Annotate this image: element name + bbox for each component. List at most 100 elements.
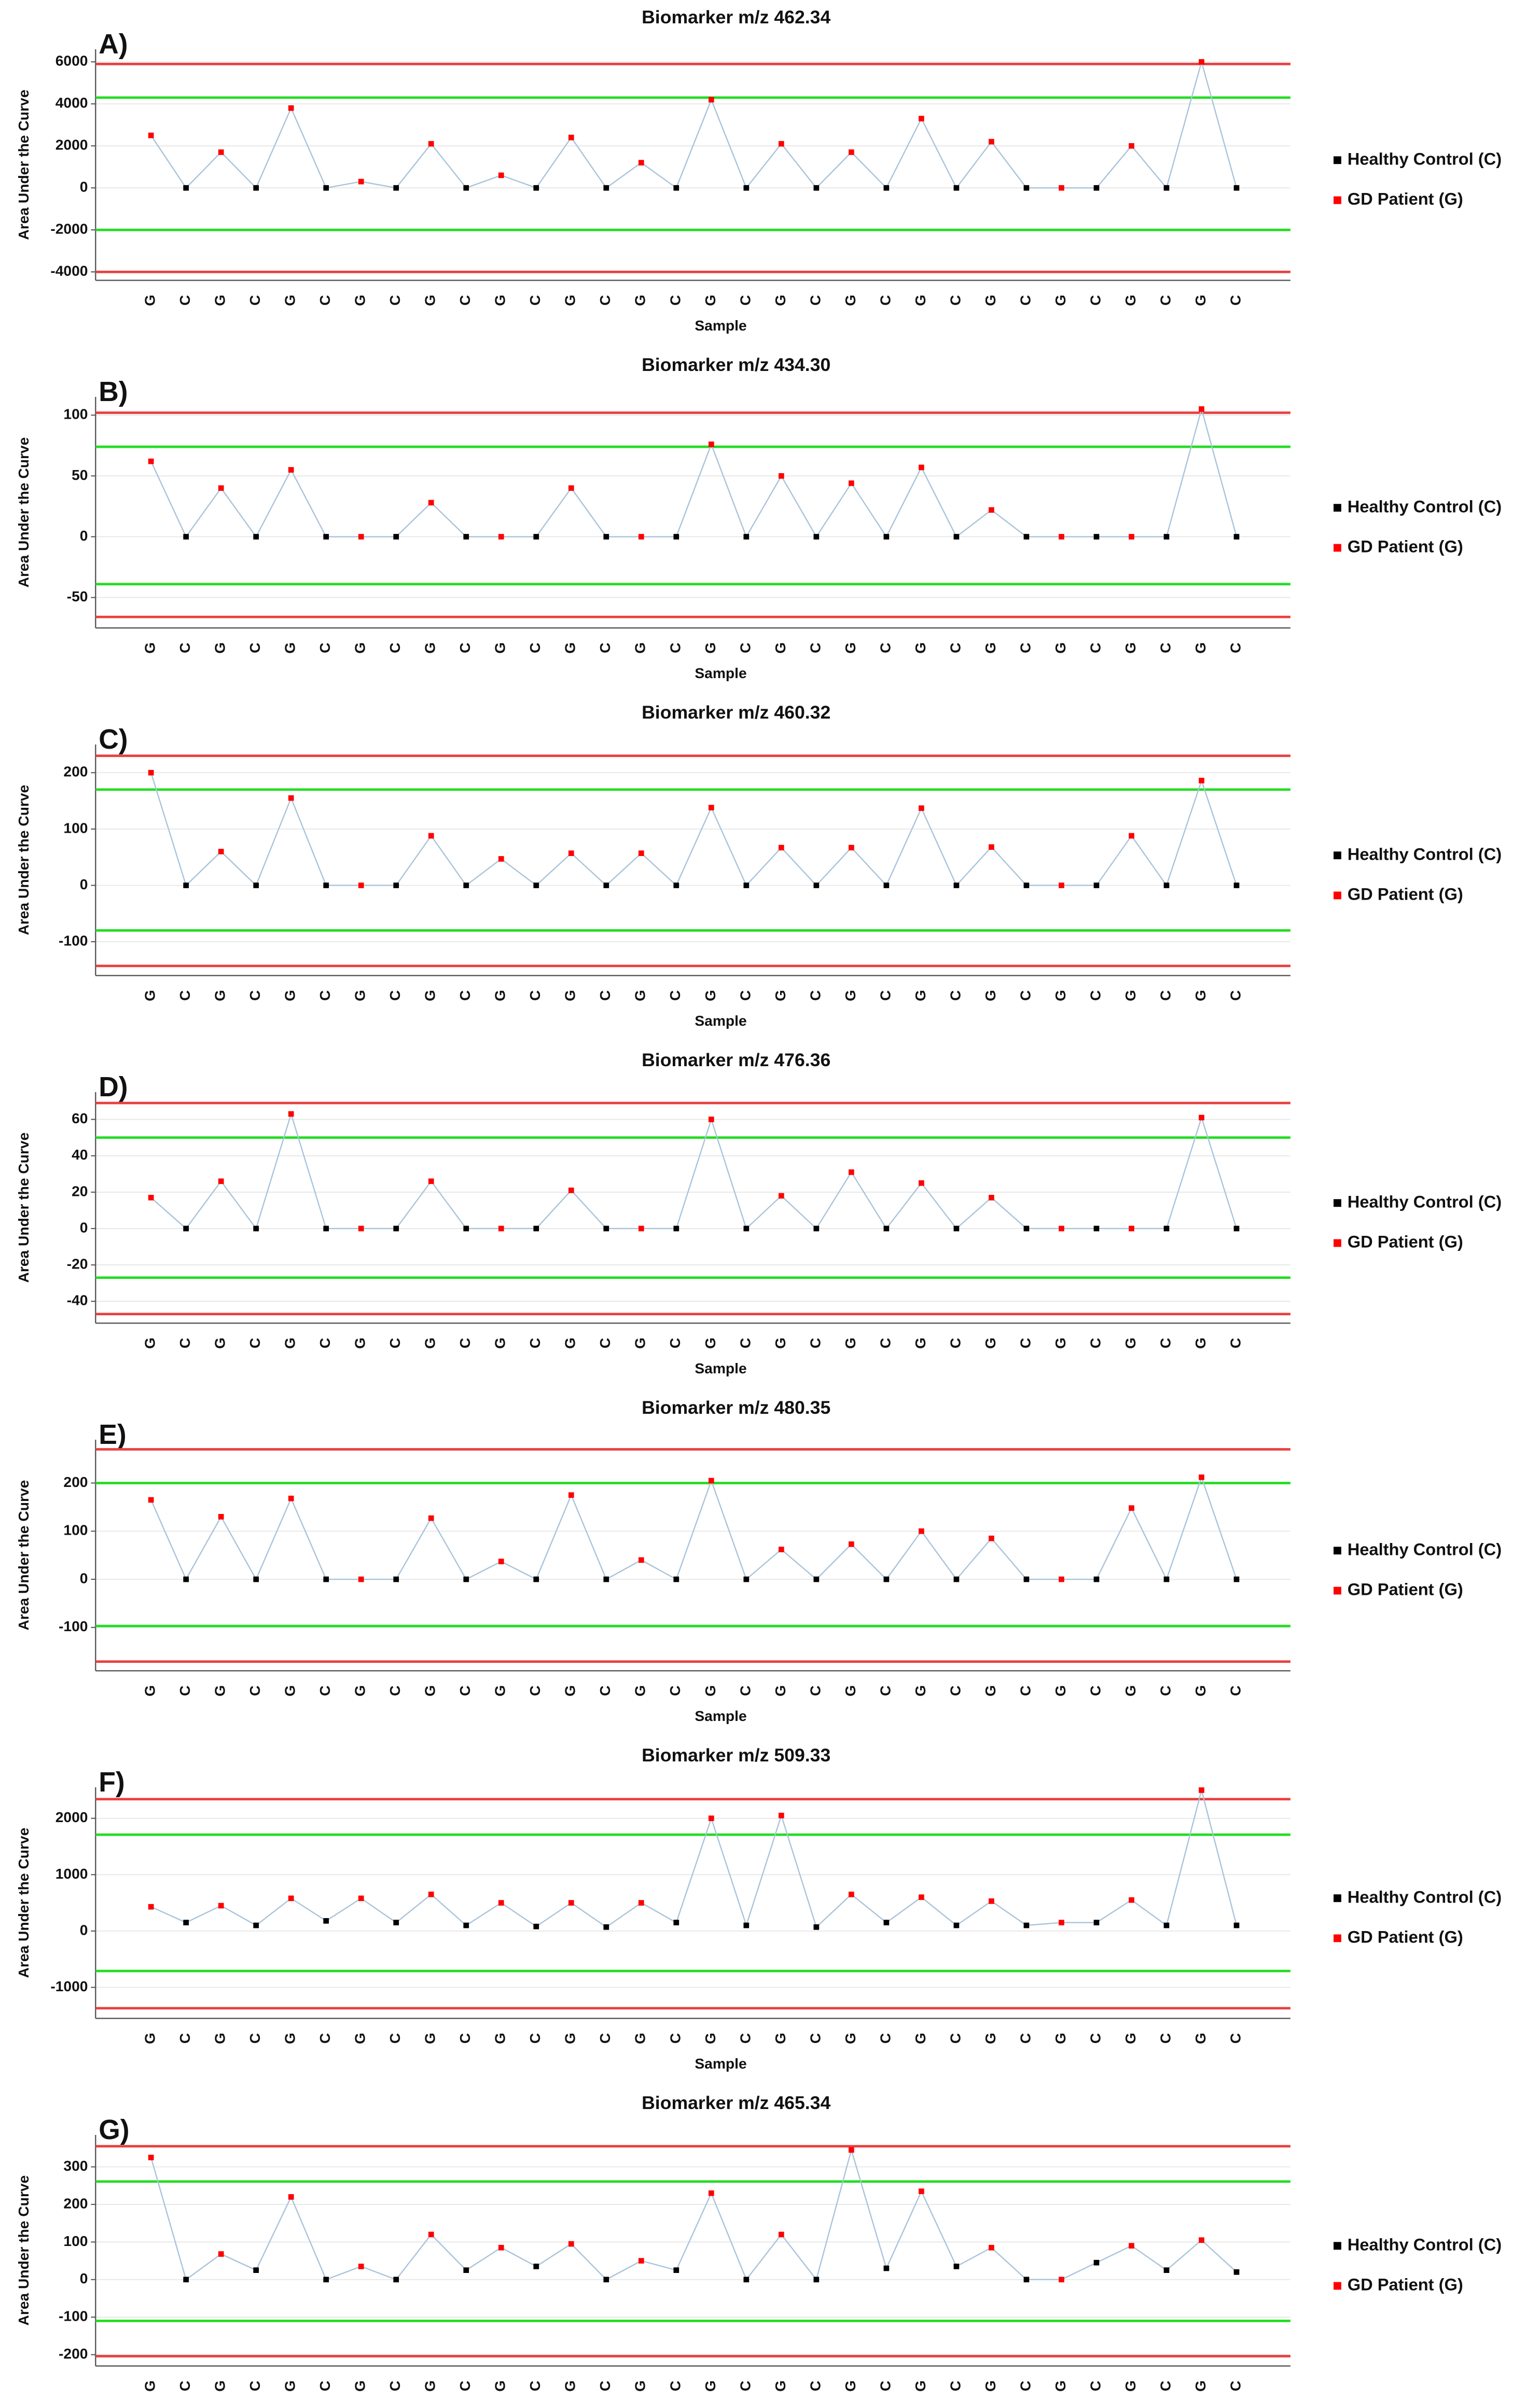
data-point	[1023, 534, 1030, 540]
x-tick-label: G	[212, 642, 228, 654]
data-point	[1023, 1225, 1030, 1232]
x-tick-label: C	[1017, 990, 1033, 1001]
x-tick-label: C	[596, 1338, 613, 1348]
data-point	[1199, 1787, 1204, 1793]
x-tick-label: C	[456, 2033, 473, 2044]
x-tick-label: G	[492, 1338, 508, 1349]
data-point	[218, 149, 224, 155]
legend-label: GD Patient (G)	[1348, 189, 1463, 209]
data-point	[568, 485, 574, 491]
connect-line	[150, 59, 1238, 189]
x-tick-label: C	[456, 643, 473, 653]
x-tick-label: G	[982, 2033, 998, 2044]
y-tick-label: 2000	[56, 1809, 88, 1825]
x-tick-label: G	[1122, 1338, 1139, 1349]
x-tick-label: C	[386, 295, 403, 306]
data-point	[813, 185, 820, 191]
x-tick-label: C	[1087, 2033, 1103, 2044]
x-tick-label: C	[1157, 2033, 1173, 2044]
data-point	[568, 1900, 574, 1906]
x-tick-label: G	[1192, 2033, 1209, 2044]
x-tick-label: C	[316, 643, 333, 653]
data-point	[1129, 1897, 1134, 1903]
data-point	[708, 1117, 714, 1122]
data-point	[533, 1923, 539, 1930]
x-tick-label: G	[842, 990, 858, 1001]
data-point	[1093, 1920, 1100, 1925]
data-point	[673, 534, 679, 540]
y-tick-label: 200	[63, 763, 88, 780]
x-tick-label: C	[877, 1338, 893, 1348]
x-tick-label: G	[352, 1338, 368, 1349]
x-tick-label: G	[842, 1338, 858, 1349]
x-tick-label: G	[142, 295, 158, 306]
legend-swatch	[1333, 2242, 1341, 2250]
data-point	[148, 458, 154, 464]
connect-line	[150, 1787, 1238, 1928]
data-point	[708, 97, 714, 103]
x-tick-label: C	[667, 1338, 683, 1348]
x-tick-label: G	[422, 2380, 438, 2392]
data-point	[253, 185, 259, 191]
chart-title: Biomarker m/z 509.33	[642, 1745, 830, 1766]
data-point	[603, 883, 609, 888]
y-tick-label: -4000	[50, 263, 88, 279]
data-point	[673, 185, 679, 191]
x-tick-label: C	[386, 2381, 403, 2391]
data-point	[183, 185, 189, 191]
data-point	[498, 534, 504, 540]
legend-swatch	[1333, 504, 1341, 512]
x-tick-label: G	[1052, 642, 1069, 654]
data-point	[568, 1492, 574, 1498]
data-point	[533, 2264, 539, 2269]
data-point	[323, 534, 329, 540]
x-tick-label: G	[982, 642, 998, 654]
x-tick-label: G	[142, 2380, 158, 2392]
x-tick-label: G	[702, 1338, 718, 1349]
data-point	[393, 1576, 399, 1582]
data-point	[989, 2244, 994, 2251]
data-point	[253, 1225, 259, 1232]
x-tick-label: G	[982, 990, 998, 1001]
x-tick-label: G	[842, 2033, 858, 2044]
data-point	[288, 1111, 294, 1117]
data-point	[673, 1225, 679, 1232]
data-point	[148, 132, 154, 139]
data-point	[1163, 185, 1170, 191]
data-point	[813, 2277, 820, 2283]
data-point	[568, 850, 574, 856]
x-tick-label: G	[1052, 2033, 1069, 2044]
x-tick-label: G	[422, 990, 438, 1001]
x-tick-label: G	[1052, 1338, 1069, 1349]
x-tick-label: C	[176, 2381, 193, 2391]
legend-label: GD Patient (G)	[1348, 1232, 1463, 1251]
x-tick-label: G	[1192, 295, 1209, 306]
data-point	[148, 1194, 154, 1201]
x-tick-label: G	[352, 2033, 368, 2044]
x-tick-label: C	[386, 2033, 403, 2044]
data-point	[673, 2267, 679, 2273]
x-tick-label: G	[982, 1338, 998, 1349]
x-tick-label: G	[702, 642, 718, 654]
x-tick-label: C	[526, 1338, 543, 1348]
x-tick-label: C	[316, 1686, 333, 1696]
x-tick-label: G	[702, 2380, 718, 2392]
x-tick-label: G	[352, 295, 368, 306]
x-tick-label: C	[176, 643, 193, 653]
x-tick-label: G	[772, 1685, 788, 1697]
x-tick-label: G	[142, 1685, 158, 1697]
y-tick-label: 300	[63, 2157, 88, 2174]
data-point	[778, 473, 784, 479]
data-point	[708, 442, 714, 447]
legend-label: Healthy Control (C)	[1348, 149, 1502, 168]
data-point	[218, 848, 224, 855]
legend-label: Healthy Control (C)	[1348, 844, 1502, 863]
data-point	[883, 1225, 890, 1232]
x-tick-label: G	[632, 295, 648, 306]
x-tick-label: C	[596, 990, 613, 1001]
x-tick-label: C	[667, 295, 683, 306]
data-point	[919, 116, 924, 121]
x-tick-label: G	[422, 295, 438, 306]
data-point	[463, 1576, 469, 1582]
